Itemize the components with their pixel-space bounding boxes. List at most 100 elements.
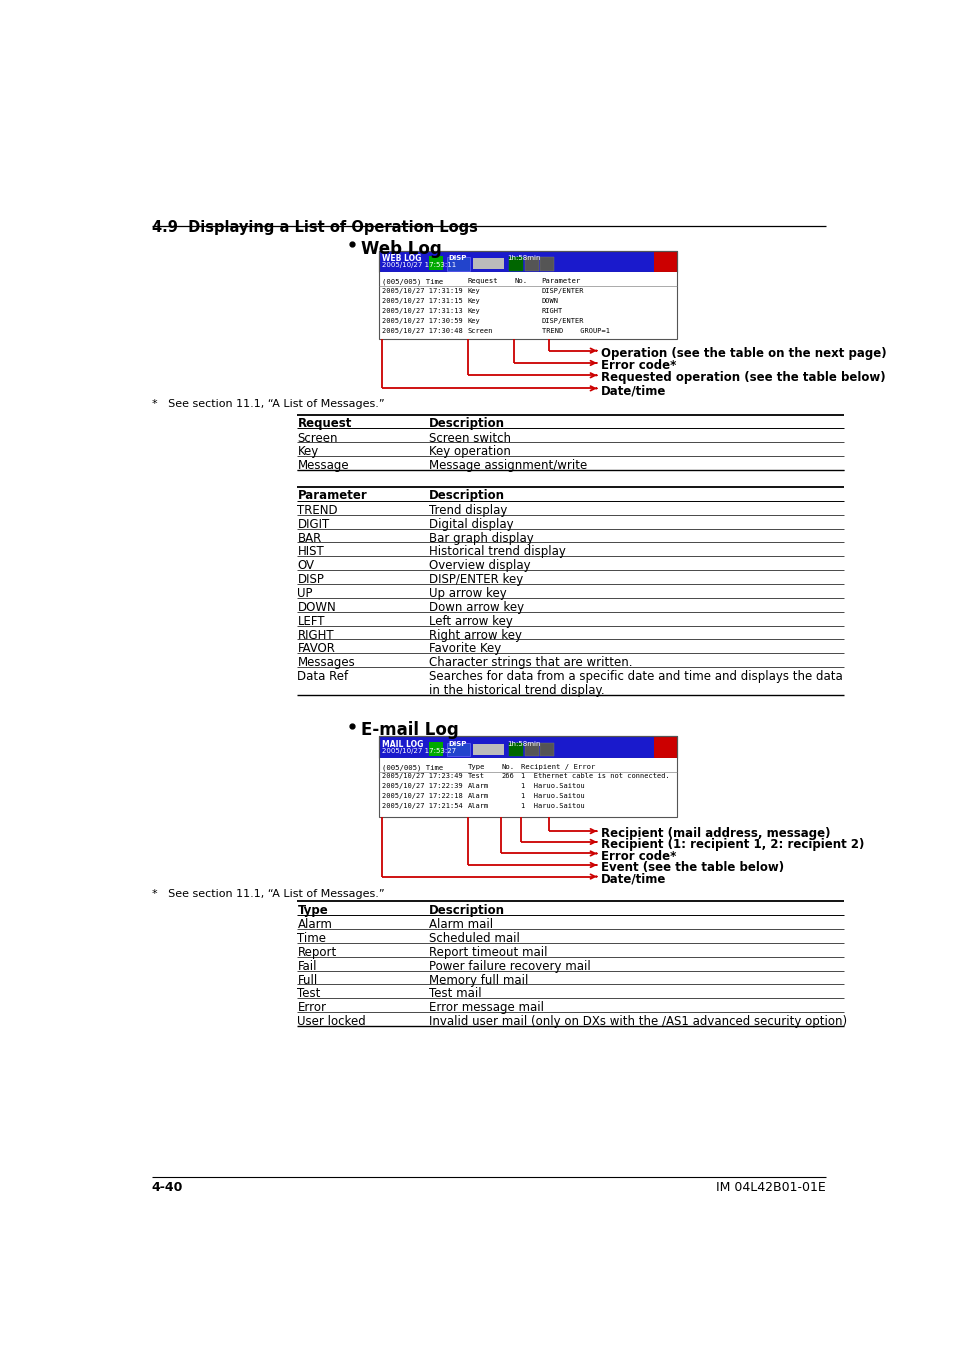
Text: 1  Haruo.Saitou: 1 Haruo.Saitou	[520, 794, 584, 799]
Text: 2005/10/27 17:53:11: 2005/10/27 17:53:11	[381, 262, 456, 269]
Text: Key: Key	[468, 317, 480, 324]
Text: Overview display: Overview display	[429, 559, 530, 572]
Text: 4.9  Displaying a List of Operation Logs: 4.9 Displaying a List of Operation Logs	[152, 220, 477, 235]
Bar	[524, 256, 537, 270]
Text: DIGIT: DIGIT	[297, 518, 330, 531]
Text: Alarm: Alarm	[297, 918, 332, 932]
Text: Key operation: Key operation	[429, 446, 511, 459]
Text: Alarm: Alarm	[468, 783, 489, 790]
Text: in the historical trend display.: in the historical trend display.	[429, 684, 604, 697]
Text: Key: Key	[468, 297, 480, 304]
Text: 266: 266	[500, 774, 514, 779]
Text: *   See section 11.1, “A List of Messages.”: * See section 11.1, “A List of Messages.…	[152, 400, 384, 409]
Text: DISP: DISP	[448, 741, 467, 747]
Text: 2005/10/27 17:21:54: 2005/10/27 17:21:54	[381, 803, 462, 810]
Text: WEB LOG: WEB LOG	[381, 254, 421, 263]
Text: Test: Test	[297, 987, 320, 1000]
Text: DISP: DISP	[297, 574, 324, 586]
Text: Description: Description	[429, 489, 505, 502]
Text: 2005/10/27 17:22:18: 2005/10/27 17:22:18	[381, 794, 462, 799]
Text: DOWN: DOWN	[541, 297, 558, 304]
Text: Down arrow key: Down arrow key	[429, 601, 524, 614]
Text: Right arrow key: Right arrow key	[429, 629, 521, 641]
Text: Messages: Messages	[297, 656, 355, 670]
Bar	[539, 256, 554, 270]
Bar	[378, 251, 677, 273]
Text: Full: Full	[297, 973, 317, 987]
Text: Alarm mail: Alarm mail	[429, 918, 493, 932]
Text: Parameter: Parameter	[541, 278, 580, 285]
Text: Date/time: Date/time	[600, 872, 666, 886]
Text: Description: Description	[429, 417, 505, 429]
Text: Test: Test	[468, 774, 484, 779]
Bar	[473, 744, 504, 755]
Text: DOWN: DOWN	[297, 601, 335, 614]
Text: Alarm: Alarm	[468, 803, 489, 810]
Text: Data Ref: Data Ref	[297, 670, 348, 683]
Text: 2005/10/27 17:31:15: 2005/10/27 17:31:15	[381, 297, 462, 304]
Text: Message: Message	[297, 459, 349, 472]
Text: Time: Time	[297, 931, 326, 945]
Text: IM 04L42B01-01E: IM 04L42B01-01E	[716, 1181, 825, 1193]
Text: *   See section 11.1, “A List of Messages.”: * See section 11.1, “A List of Messages.…	[152, 888, 384, 899]
Text: Character strings that are written.: Character strings that are written.	[429, 656, 632, 670]
Text: Memory full mail: Memory full mail	[429, 973, 528, 987]
Bar	[509, 256, 522, 270]
Text: OV: OV	[297, 559, 314, 572]
Text: Parameter: Parameter	[297, 489, 367, 502]
Text: 1h:58min: 1h:58min	[506, 741, 539, 747]
Text: Trend display: Trend display	[429, 504, 507, 517]
Text: Event (see the table below): Event (see the table below)	[600, 861, 783, 875]
Bar	[447, 743, 470, 756]
Text: Request: Request	[468, 278, 498, 285]
Text: E-mail Log: E-mail Log	[360, 721, 458, 738]
Text: Digital display: Digital display	[429, 518, 514, 531]
Text: Key: Key	[468, 288, 480, 293]
Text: UP: UP	[297, 587, 313, 599]
Text: Bar graph display: Bar graph display	[429, 532, 534, 544]
Bar	[378, 736, 677, 757]
Text: DISP/ENTER: DISP/ENTER	[541, 317, 583, 324]
Text: 2005/10/27 17:31:19: 2005/10/27 17:31:19	[381, 288, 462, 293]
Text: Type: Type	[468, 764, 485, 769]
Bar	[509, 743, 522, 756]
Text: 1  Haruo.Saitou: 1 Haruo.Saitou	[520, 783, 584, 790]
Text: No.: No.	[514, 278, 527, 285]
Text: Screen: Screen	[468, 328, 493, 333]
Text: Left arrow key: Left arrow key	[429, 614, 513, 628]
Text: Alarm: Alarm	[468, 794, 489, 799]
Text: DISP: DISP	[448, 255, 467, 262]
Text: Error message mail: Error message mail	[429, 1002, 543, 1014]
Text: DISP/ENTER key: DISP/ENTER key	[429, 574, 523, 586]
Text: Historical trend display: Historical trend display	[429, 545, 565, 559]
Bar	[539, 743, 554, 756]
Text: Invalid user mail (only on DXs with the /AS1 advanced security option): Invalid user mail (only on DXs with the …	[429, 1015, 846, 1029]
Text: Error: Error	[297, 1002, 326, 1014]
Text: Description: Description	[429, 903, 505, 917]
Text: (005/005) Time: (005/005) Time	[381, 764, 443, 771]
Text: Screen switch: Screen switch	[429, 432, 511, 444]
Text: Test mail: Test mail	[429, 987, 481, 1000]
Text: Searches for data from a specific date and time and displays the data: Searches for data from a specific date a…	[429, 670, 842, 683]
Text: Report: Report	[297, 946, 336, 958]
Bar	[378, 757, 677, 817]
Text: User locked: User locked	[297, 1015, 366, 1029]
Text: 1  Ethernet cable is not connected.: 1 Ethernet cable is not connected.	[520, 774, 669, 779]
Text: Power failure recovery mail: Power failure recovery mail	[429, 960, 590, 973]
Text: 4-40: 4-40	[152, 1181, 183, 1193]
Text: MAIL LOG: MAIL LOG	[381, 740, 423, 748]
Text: TREND: TREND	[297, 504, 337, 517]
Text: Web Log: Web Log	[360, 240, 441, 258]
Text: 2005/10/27 17:23:49: 2005/10/27 17:23:49	[381, 774, 462, 779]
Text: Report timeout mail: Report timeout mail	[429, 946, 547, 958]
Text: LEFT: LEFT	[297, 614, 325, 628]
Text: 2005/10/27 17:31:13: 2005/10/27 17:31:13	[381, 308, 462, 313]
Text: Date/time: Date/time	[600, 385, 666, 397]
Text: Recipient (mail address, message): Recipient (mail address, message)	[600, 828, 830, 840]
Text: Request: Request	[297, 417, 352, 429]
Text: DISP/ENTER: DISP/ENTER	[541, 288, 583, 293]
Bar	[378, 736, 677, 757]
Text: 2005/10/27 17:30:59: 2005/10/27 17:30:59	[381, 317, 462, 324]
Text: HIST: HIST	[297, 545, 324, 559]
Text: Recipient (1: recipient 1, 2: recipient 2): Recipient (1: recipient 1, 2: recipient …	[600, 838, 863, 850]
